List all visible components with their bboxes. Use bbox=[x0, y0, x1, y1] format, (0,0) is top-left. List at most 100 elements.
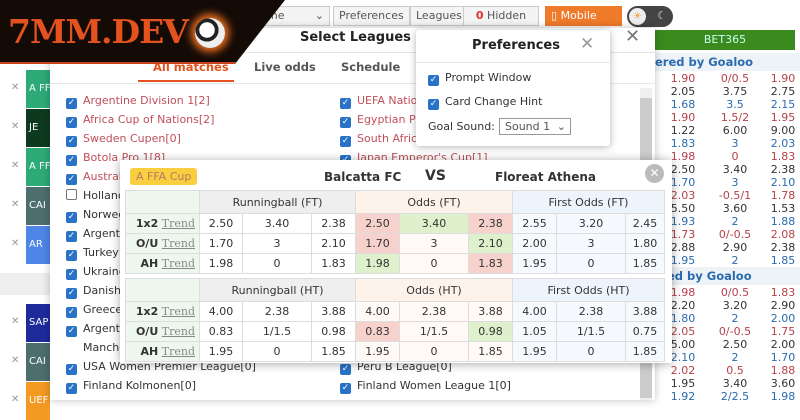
odds-row[interactable]: 1.22 6.00 9.00 bbox=[655, 124, 800, 137]
checkbox-checked-icon[interactable]: ✓ bbox=[66, 212, 77, 223]
league-item[interactable]: ✓ Sweden Cupen[0] bbox=[66, 131, 181, 147]
trend-link[interactable]: Trend bbox=[161, 217, 195, 230]
odds-row[interactable]: 1.95 2 1.85 bbox=[655, 254, 800, 267]
trend-link[interactable]: Trend bbox=[161, 305, 195, 318]
trend-link[interactable]: Trend bbox=[161, 325, 195, 338]
hidden-button[interactable]: 0 Hidden bbox=[463, 6, 539, 26]
odds-row[interactable]: 1.80 2 2.00 bbox=[655, 312, 800, 325]
checkbox-checked-icon[interactable]: ✓ bbox=[340, 117, 351, 128]
card-change-hint-option[interactable]: ✓ Card Change Hint bbox=[428, 94, 542, 110]
match-row[interactable]: ✕ AR bbox=[0, 226, 50, 264]
close-icon[interactable]: ✕ bbox=[11, 355, 20, 366]
theme-toggle[interactable]: ☀ ☾ bbox=[627, 6, 673, 27]
league-item[interactable]: Hollanc bbox=[66, 188, 124, 204]
odds-row[interactable]: 1.92 2/2.5 1.98 bbox=[655, 390, 800, 403]
league-item[interactable]: ✓ UEFA Nations bbox=[340, 93, 430, 109]
league-item[interactable]: ✓ Danish bbox=[66, 283, 121, 299]
site-logo[interactable]: 7MM.DEV bbox=[0, 0, 285, 64]
odds-row[interactable]: 1.70 3 2.10 bbox=[655, 176, 800, 189]
league-item[interactable]: ✓ Peru B League[0] bbox=[340, 359, 452, 375]
close-icon[interactable]: ✕ bbox=[11, 82, 20, 93]
trend-link[interactable]: Trend bbox=[161, 257, 195, 270]
checkbox-checked-icon[interactable]: ✓ bbox=[340, 98, 351, 109]
match-row[interactable]: ✕ A FF bbox=[0, 148, 50, 186]
checkbox-checked-icon[interactable]: ✓ bbox=[66, 117, 77, 128]
checkbox-checked-icon[interactable]: ✓ bbox=[340, 383, 351, 394]
odds-row[interactable]: 2.05 0/-0.5 1.75 bbox=[655, 325, 800, 338]
odds-row[interactable]: 2.05 3.75 2.75 bbox=[655, 85, 800, 98]
checkbox-checked-icon[interactable]: ✓ bbox=[66, 231, 77, 242]
match-row[interactable]: ✕ SAP bbox=[0, 304, 50, 342]
odds-row[interactable]: 2.03 -0.5/1 1.78 bbox=[655, 189, 800, 202]
match-row[interactable]: ✕ CAI bbox=[0, 187, 50, 225]
match-row[interactable]: ✕ JE bbox=[0, 109, 50, 147]
league-item[interactable]: ✓ Greece bbox=[66, 302, 122, 318]
match-row[interactable]: ✕ CAI bbox=[0, 343, 50, 381]
tab-schedule[interactable]: Schedule bbox=[341, 60, 401, 74]
league-item[interactable]: ✓ Finland Kolmonen[0] bbox=[66, 378, 196, 394]
league-item[interactable]: ✓ Africa Cup of Nations[2] bbox=[66, 112, 214, 128]
close-icon[interactable]: ✕ bbox=[625, 26, 641, 47]
odds-row[interactable]: 2.88 2.90 2.38 bbox=[655, 241, 800, 254]
checkbox-checked-icon[interactable]: ✓ bbox=[428, 75, 439, 86]
odds-row[interactable]: 1.73 0/-0.5 2.08 bbox=[655, 228, 800, 241]
checkbox-checked-icon[interactable]: ✓ bbox=[66, 364, 77, 375]
close-icon[interactable]: ✕ bbox=[11, 160, 20, 171]
close-icon[interactable]: ✕ bbox=[11, 238, 20, 249]
checkbox-checked-icon[interactable]: ✓ bbox=[66, 250, 77, 261]
odds-row[interactable]: 1.93 2 1.88 bbox=[655, 215, 800, 228]
match-row[interactable] bbox=[0, 273, 60, 295]
odds-row[interactable]: 5.50 3.60 1.53 bbox=[655, 202, 800, 215]
league-item[interactable]: ✓ Turkey bbox=[66, 245, 119, 261]
odds-row[interactable]: 2.20 3.20 2.90 bbox=[655, 299, 800, 312]
checkbox-checked-icon[interactable]: ✓ bbox=[66, 307, 77, 318]
league-item[interactable]: Manche bbox=[66, 340, 126, 356]
odds-row[interactable]: 1.90 0/0.5 1.90 bbox=[655, 72, 800, 85]
trend-link[interactable]: Trend bbox=[161, 237, 195, 250]
odds-row[interactable]: 2.50 3.40 2.38 bbox=[655, 163, 800, 176]
league-item[interactable]: ✓ Argenti bbox=[66, 321, 123, 337]
league-item[interactable]: ✓ Egyptian Pre bbox=[340, 112, 427, 128]
league-item[interactable]: ✓ Norweg bbox=[66, 207, 125, 223]
league-item[interactable]: ✓ Argentine Division 1[2] bbox=[66, 93, 210, 109]
checkbox-unchecked-icon[interactable] bbox=[66, 189, 77, 200]
league-item[interactable]: ✓ Australi bbox=[66, 169, 125, 185]
match-row[interactable]: ✕ UEF bbox=[0, 382, 50, 420]
checkbox-checked-icon[interactable]: ✓ bbox=[66, 136, 77, 147]
odds-row[interactable]: 1.98 0 1.83 bbox=[655, 150, 800, 163]
tab-live-odds[interactable]: Live odds bbox=[254, 60, 316, 74]
close-icon[interactable]: ✕ bbox=[645, 164, 664, 183]
close-icon[interactable]: ✕ bbox=[580, 34, 595, 54]
odds-row[interactable]: 5.00 2.50 2.00 bbox=[655, 338, 800, 351]
close-icon[interactable]: ✕ bbox=[11, 316, 20, 327]
odds-row[interactable]: 1.98 0/0.5 1.83 bbox=[655, 286, 800, 299]
match-row[interactable]: ✕ A FF bbox=[0, 70, 50, 108]
checkbox-checked-icon[interactable]: ✓ bbox=[340, 364, 351, 375]
leagues-button[interactable]: Leagues bbox=[410, 6, 468, 26]
checkbox-checked-icon[interactable]: ✓ bbox=[66, 155, 77, 166]
close-icon[interactable]: ✕ bbox=[11, 199, 20, 210]
odds-row[interactable]: 1.90 1.5/2 1.95 bbox=[655, 111, 800, 124]
checkbox-checked-icon[interactable]: ✓ bbox=[340, 136, 351, 147]
league-item[interactable]: ✓ Finland Women League 1[0] bbox=[340, 378, 511, 394]
checkbox-checked-icon[interactable]: ✓ bbox=[66, 288, 77, 299]
preferences-button[interactable]: Preferences bbox=[333, 6, 410, 26]
checkbox-checked-icon[interactable]: ✓ bbox=[66, 174, 77, 185]
odds-row[interactable]: 2.10 2 1.70 bbox=[655, 351, 800, 364]
checkbox-checked-icon[interactable]: ✓ bbox=[66, 269, 77, 280]
odds-row[interactable]: 1.83 3 2.03 bbox=[655, 137, 800, 150]
goal-sound-select[interactable]: Sound 1 ⌄ bbox=[499, 118, 571, 135]
checkbox-checked-icon[interactable]: ✓ bbox=[66, 98, 77, 109]
odds-row[interactable]: 1.95 3.40 3.60 bbox=[655, 377, 800, 390]
trend-link[interactable]: Trend bbox=[161, 345, 195, 358]
odds-row[interactable]: 1.68 3.5 2.15 bbox=[655, 98, 800, 111]
league-item[interactable]: ✓ Ukraine bbox=[66, 264, 125, 280]
mobile-button[interactable]: ▯ Mobile bbox=[545, 6, 622, 26]
checkbox-checked-icon[interactable]: ✓ bbox=[428, 99, 439, 110]
odds-row[interactable]: 2.02 0.5 1.88 bbox=[655, 364, 800, 377]
league-item[interactable]: ✓ USA Women Premier League[0] bbox=[66, 359, 256, 375]
close-icon[interactable]: ✕ bbox=[11, 121, 20, 132]
checkbox-checked-icon[interactable]: ✓ bbox=[66, 326, 77, 337]
prompt-window-option[interactable]: ✓ Prompt Window bbox=[428, 70, 531, 86]
league-item[interactable]: ✓ Argenti bbox=[66, 226, 123, 242]
